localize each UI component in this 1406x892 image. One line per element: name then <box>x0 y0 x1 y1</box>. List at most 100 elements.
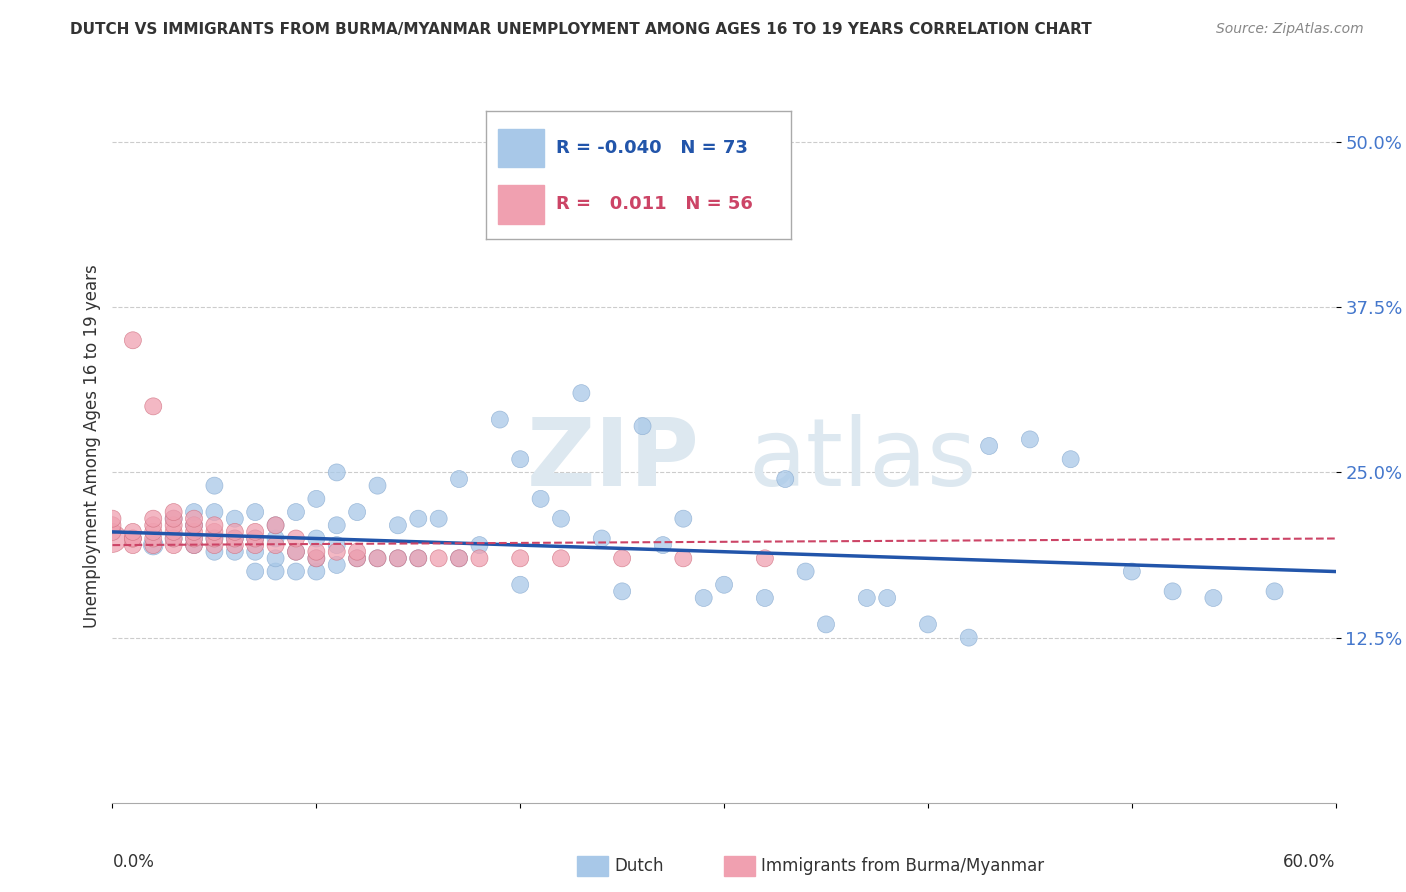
Point <box>447 472 470 486</box>
Point <box>183 538 205 552</box>
Point <box>163 511 186 525</box>
Point <box>305 491 328 506</box>
Point <box>305 551 328 566</box>
Point <box>163 532 186 546</box>
Point <box>775 472 797 486</box>
Point <box>876 591 898 605</box>
Bar <box>578 855 607 876</box>
Text: Dutch: Dutch <box>614 856 664 874</box>
Point <box>427 551 450 566</box>
Point <box>122 538 145 552</box>
Point <box>183 511 205 525</box>
Point <box>245 532 267 546</box>
Point <box>101 518 124 533</box>
Point <box>204 538 226 552</box>
Point <box>1060 452 1083 467</box>
Point <box>1121 565 1143 579</box>
Point <box>183 532 205 546</box>
Point <box>163 505 186 519</box>
Point <box>550 511 572 525</box>
Bar <box>724 855 755 876</box>
Point <box>183 518 205 533</box>
Point <box>529 491 551 506</box>
Point <box>163 524 186 539</box>
Point <box>204 505 226 519</box>
Point <box>509 551 531 566</box>
Text: atlas: atlas <box>748 414 977 507</box>
Point <box>163 532 186 546</box>
Text: DUTCH VS IMMIGRANTS FROM BURMA/MYANMAR UNEMPLOYMENT AMONG AGES 16 TO 19 YEARS CO: DUTCH VS IMMIGRANTS FROM BURMA/MYANMAR U… <box>70 22 1092 37</box>
Point <box>224 511 246 525</box>
Point <box>387 518 409 533</box>
Point <box>204 518 226 533</box>
Point <box>672 551 695 566</box>
Point <box>754 551 776 566</box>
Point <box>509 578 531 592</box>
Point <box>284 532 308 546</box>
Point <box>204 532 226 546</box>
Point <box>122 532 145 546</box>
Point <box>447 551 470 566</box>
Point <box>183 524 205 539</box>
Point <box>366 478 388 492</box>
Text: Source: ZipAtlas.com: Source: ZipAtlas.com <box>1216 22 1364 37</box>
Point <box>264 518 287 533</box>
Point <box>346 551 368 566</box>
Point <box>183 505 205 519</box>
Point <box>693 591 716 605</box>
Point <box>204 478 226 492</box>
Text: Immigrants from Burma/Myanmar: Immigrants from Burma/Myanmar <box>761 856 1043 874</box>
Point <box>142 538 165 552</box>
Point <box>122 333 145 347</box>
Point <box>142 524 165 539</box>
Point <box>224 545 246 559</box>
Point <box>122 524 145 539</box>
Point <box>163 511 186 525</box>
Point <box>713 578 735 592</box>
Point <box>427 511 450 525</box>
Text: 0.0%: 0.0% <box>112 853 155 871</box>
Y-axis label: Unemployment Among Ages 16 to 19 years: Unemployment Among Ages 16 to 19 years <box>83 264 101 628</box>
Point <box>284 545 308 559</box>
Point <box>284 505 308 519</box>
Point <box>326 558 349 572</box>
Point <box>794 565 817 579</box>
Point <box>346 545 368 559</box>
Point <box>264 518 287 533</box>
Point <box>224 538 246 552</box>
Point <box>224 532 246 546</box>
Point <box>183 518 205 533</box>
Point <box>284 565 308 579</box>
Point <box>142 538 165 552</box>
Point <box>346 551 368 566</box>
Point <box>264 532 287 546</box>
Point <box>224 532 246 546</box>
Point <box>468 551 491 566</box>
Point <box>1161 584 1184 599</box>
Point <box>326 538 349 552</box>
Point <box>142 518 165 533</box>
Point <box>957 631 980 645</box>
Point <box>305 545 328 559</box>
Point <box>917 617 939 632</box>
Point <box>142 511 165 525</box>
Point <box>631 419 654 434</box>
Point <box>408 511 430 525</box>
Point <box>245 524 267 539</box>
Point <box>101 524 124 539</box>
Point <box>264 565 287 579</box>
Point <box>652 538 675 552</box>
Point <box>571 386 593 401</box>
Point <box>264 538 287 552</box>
Point <box>366 551 388 566</box>
Point <box>387 551 409 566</box>
Point <box>245 532 267 546</box>
Point <box>1018 433 1040 447</box>
Point <box>366 551 388 566</box>
Point <box>468 538 491 552</box>
Point <box>305 551 328 566</box>
Point <box>204 524 226 539</box>
Point <box>447 551 470 566</box>
Point <box>326 518 349 533</box>
Point <box>142 400 165 414</box>
